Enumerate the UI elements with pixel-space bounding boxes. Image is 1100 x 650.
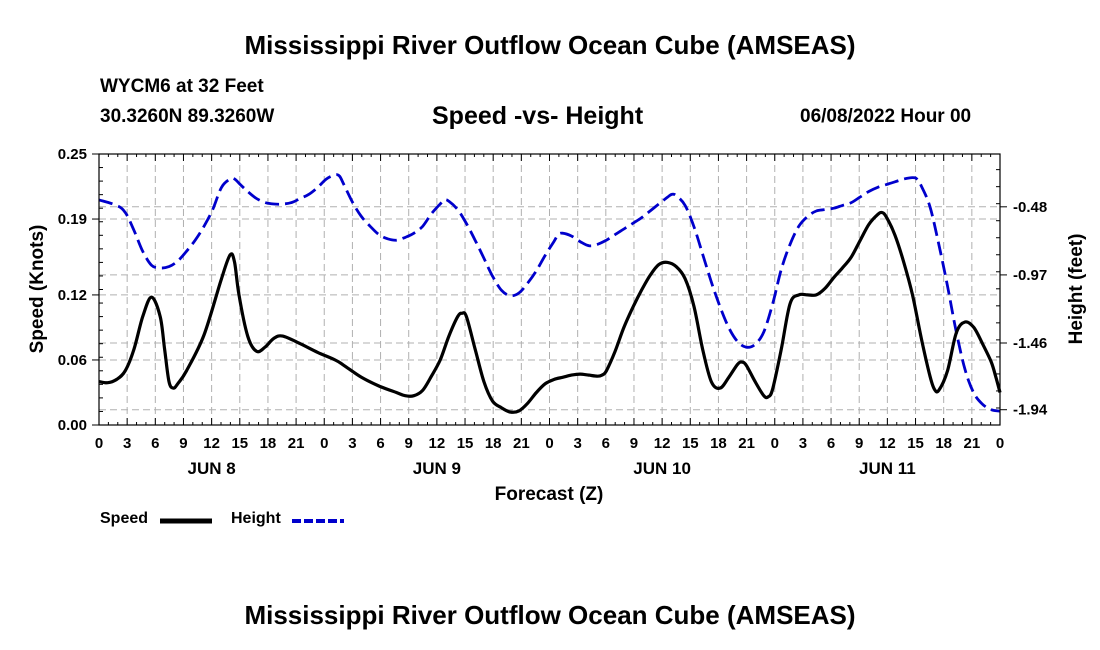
- x-tick-label: 18: [935, 435, 952, 452]
- x-tick-label: 15: [457, 435, 474, 452]
- left-tick-label: 0.19: [58, 211, 87, 228]
- y-axis-label-right: Height (feet): [1066, 234, 1087, 345]
- axis-ticks: 0 3 6 9 12 15 18 21 0 3 6 9 12 15 18 21 0 3 6 9 12 15 18 21 0 3 6 9…: [58, 146, 1048, 478]
- x-tick-label: 3: [348, 435, 356, 452]
- y-axis-label-left: Speed (Knots): [27, 225, 48, 354]
- x-tick-label: 18: [710, 435, 727, 452]
- x-tick-label: 15: [907, 435, 924, 452]
- x-tick-label: 3: [799, 435, 807, 452]
- footer-title: Mississippi River Outflow Ocean Cube (AM…: [244, 600, 856, 630]
- right-tick-label: -1.94: [1013, 402, 1048, 419]
- day-label: JUN 10: [633, 459, 691, 478]
- right-tick-label: -0.97: [1013, 267, 1047, 284]
- coordinates-label: 30.3260N 89.3260W: [100, 106, 275, 127]
- x-tick-label: 0: [545, 435, 553, 452]
- x-tick-label: 15: [682, 435, 699, 452]
- x-tick-label: 6: [376, 435, 384, 452]
- left-tick-label: 0.25: [58, 146, 87, 163]
- x-tick-label: 3: [123, 435, 131, 452]
- x-tick-label: 9: [855, 435, 863, 452]
- chart-subtitle: Speed -vs- Height: [432, 102, 644, 130]
- left-tick-label: 0.06: [58, 352, 87, 369]
- x-tick-label: 9: [179, 435, 187, 452]
- right-tick-label: -1.46: [1013, 335, 1047, 352]
- x-tick-label: 18: [260, 435, 277, 452]
- day-label: JUN 11: [859, 459, 916, 478]
- x-tick-label: 12: [654, 435, 671, 452]
- legend-speed-label: Speed: [100, 510, 149, 527]
- x-tick-label: 0: [95, 435, 103, 452]
- x-tick-label: 6: [827, 435, 835, 452]
- forecast-datetime: 06/08/2022 Hour 00: [800, 106, 972, 127]
- x-tick-label: 21: [288, 435, 305, 452]
- x-tick-label: 18: [485, 435, 502, 452]
- x-tick-label: 9: [630, 435, 638, 452]
- speed-series-line: [98, 210, 1002, 414]
- day-label: JUN 8: [188, 459, 236, 478]
- x-tick-label: 9: [405, 435, 413, 452]
- x-tick-label: 0: [771, 435, 779, 452]
- height-series-line: [98, 173, 1001, 413]
- right-tick-label: -0.48: [1013, 199, 1047, 216]
- x-axis-label: Forecast (Z): [495, 484, 604, 505]
- left-tick-label: 0.00: [58, 417, 87, 434]
- x-tick-label: 6: [602, 435, 610, 452]
- legend-height-label: Height: [231, 510, 281, 527]
- x-tick-label: 12: [879, 435, 896, 452]
- x-tick-label: 0: [996, 435, 1004, 452]
- x-tick-label: 12: [203, 435, 220, 452]
- grid: [99, 154, 1000, 425]
- x-tick-label: 6: [151, 435, 159, 452]
- series-layer: [98, 173, 1002, 414]
- day-label: JUN 9: [413, 459, 461, 478]
- x-tick-label: 21: [964, 435, 981, 452]
- chart-main-title: Mississippi River Outflow Ocean Cube (AM…: [244, 30, 856, 60]
- x-tick-label: 12: [429, 435, 446, 452]
- station-label: WYCM6 at 32 Feet: [100, 76, 264, 97]
- x-tick-label: 21: [513, 435, 530, 452]
- x-tick-label: 21: [738, 435, 755, 452]
- x-tick-label: 0: [320, 435, 328, 452]
- x-tick-label: 15: [231, 435, 248, 452]
- x-tick-label: 3: [573, 435, 581, 452]
- left-tick-label: 0.12: [58, 287, 87, 304]
